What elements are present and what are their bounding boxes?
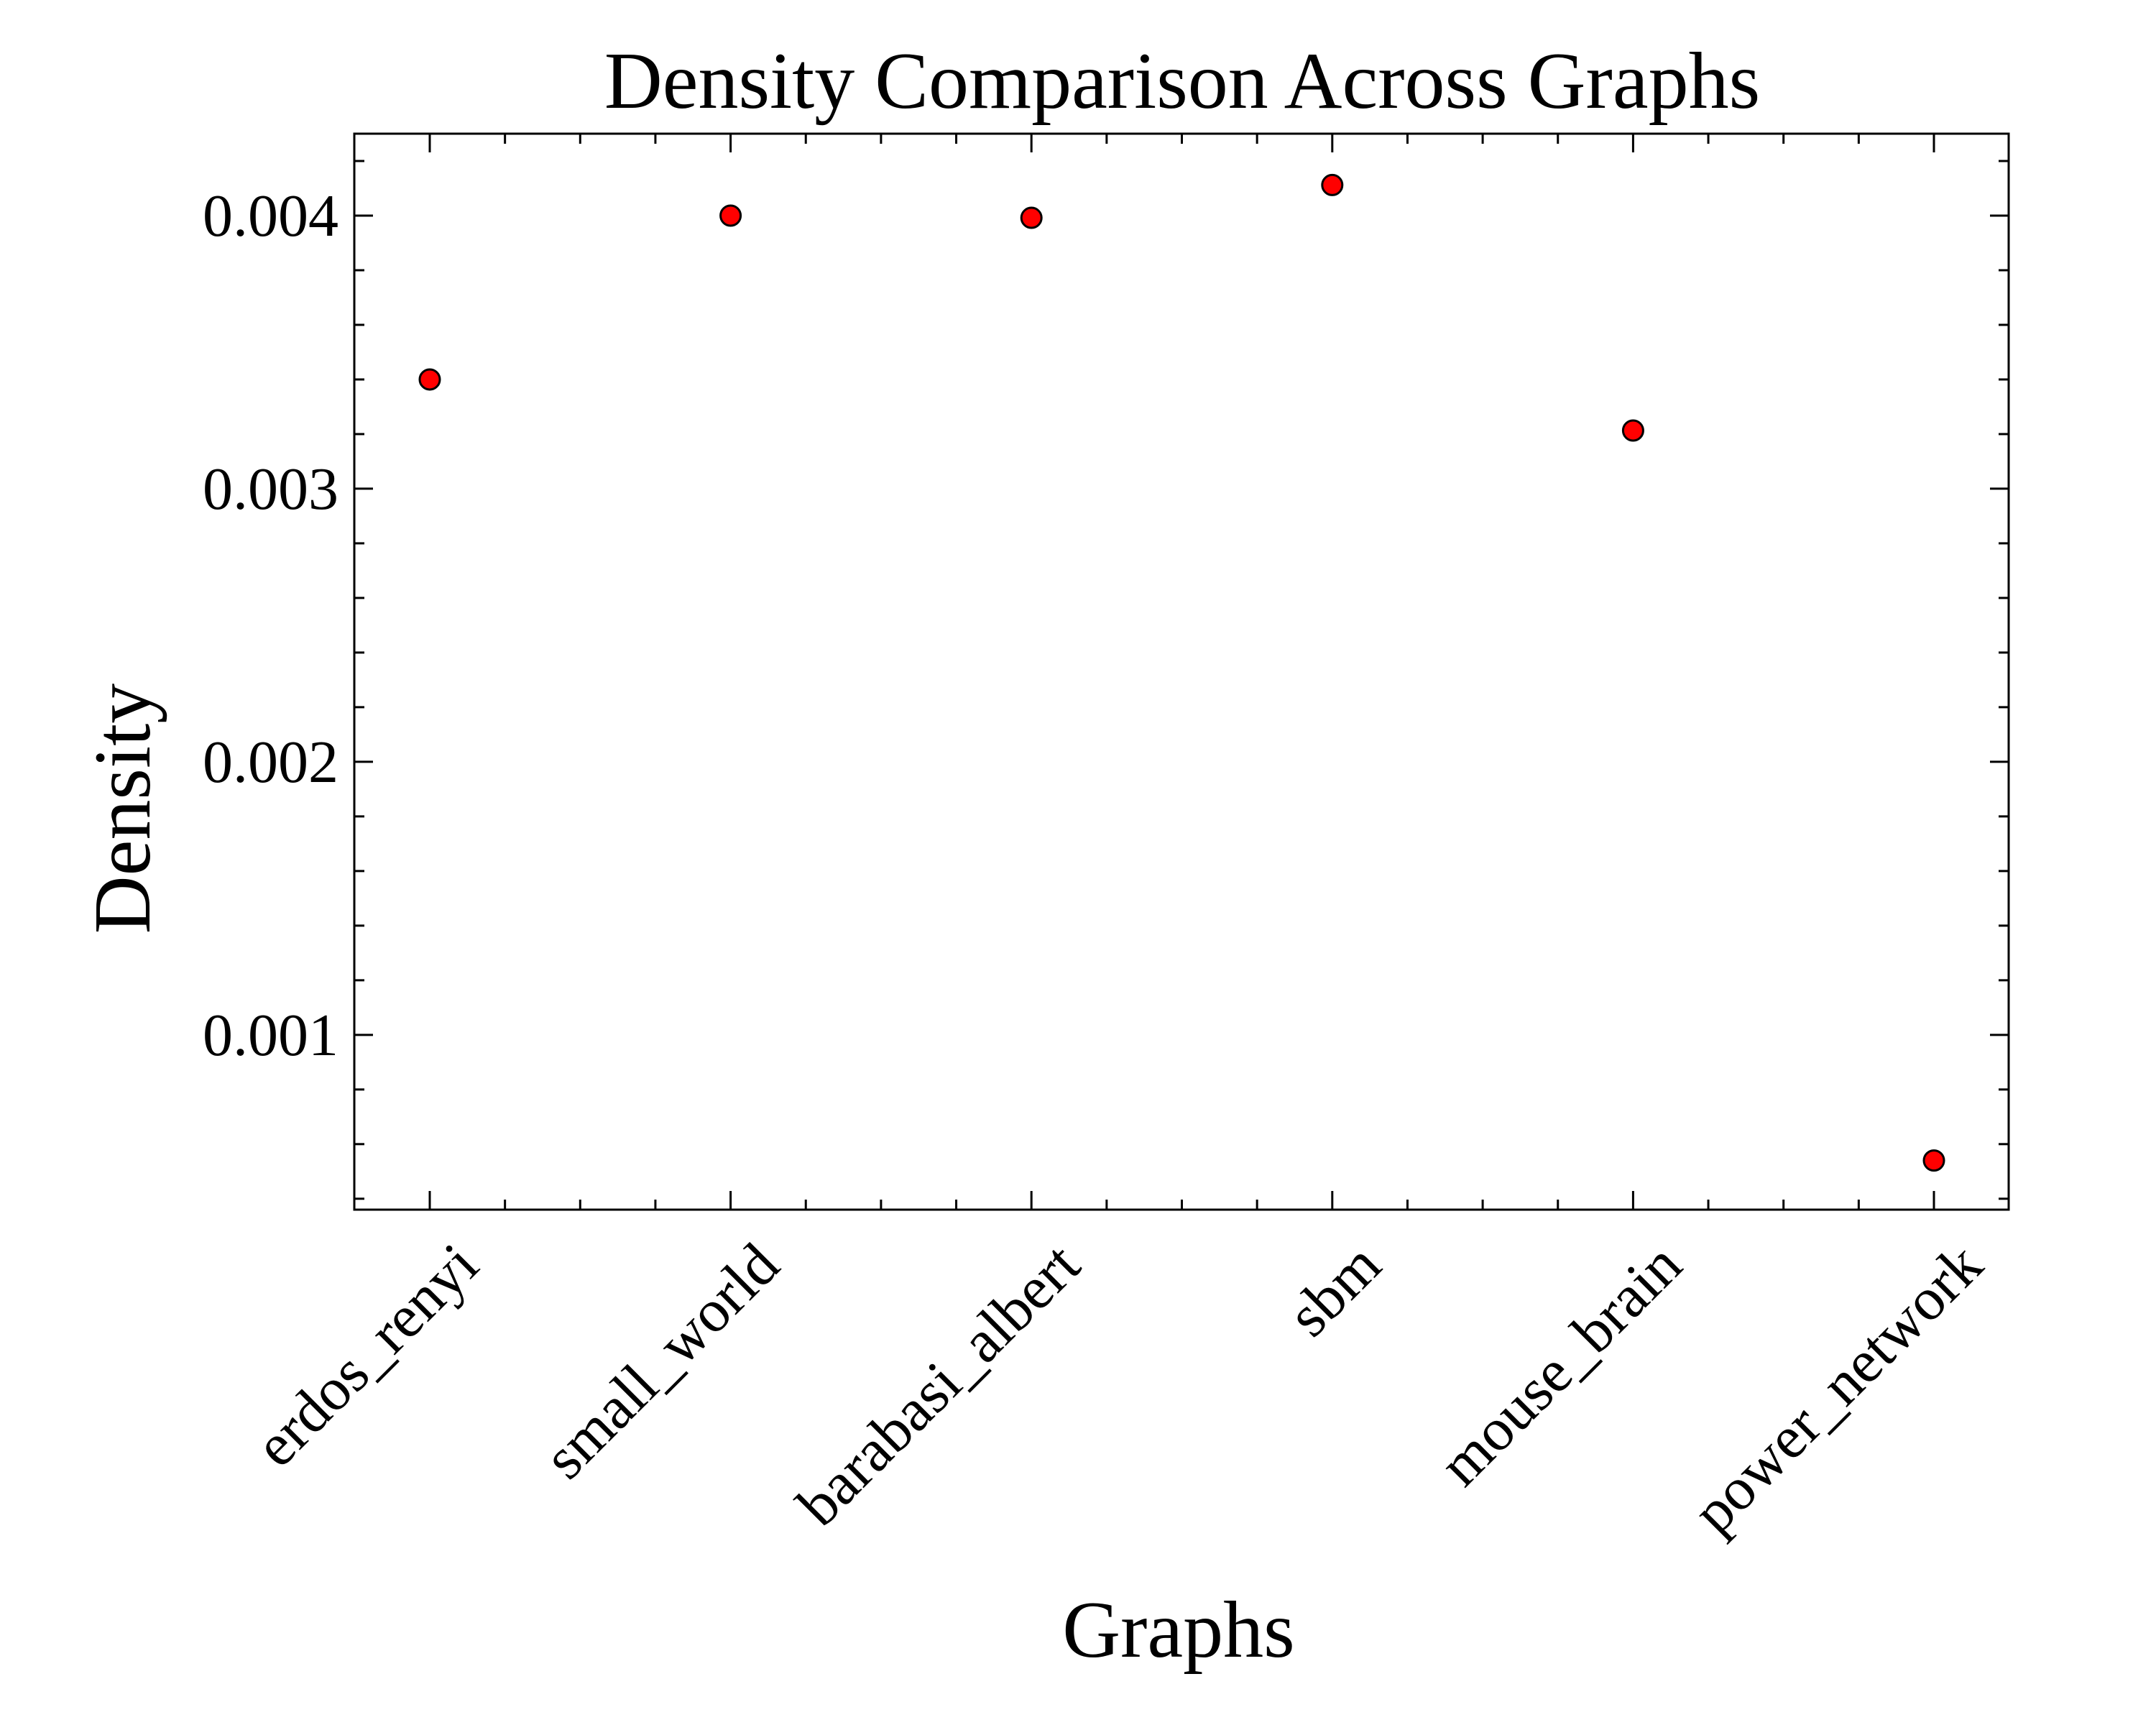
- y-tick-label: 0.002: [203, 729, 338, 796]
- data-point-sbm: [1321, 173, 1344, 196]
- data-point-small-world: [719, 204, 742, 227]
- y-tick-label: 0.004: [203, 183, 338, 249]
- plot-frame: [353, 132, 2010, 1211]
- chart-title: Density Comparison Across Graphs: [604, 37, 1760, 126]
- x-axis-label: Graphs: [1062, 1586, 1294, 1675]
- data-point-power-network: [1922, 1149, 1945, 1172]
- y-tick-label: 0.001: [203, 1002, 338, 1069]
- y-axis-label: Density: [78, 684, 167, 934]
- axis-ticks: [354, 134, 2009, 1210]
- y-tick-label: 0.003: [203, 456, 338, 523]
- data-points: [418, 173, 1945, 1172]
- data-point-barabasi-albert: [1020, 206, 1043, 229]
- data-point-erdos-renyi: [418, 368, 441, 391]
- data-point-mouse-brain: [1621, 419, 1644, 442]
